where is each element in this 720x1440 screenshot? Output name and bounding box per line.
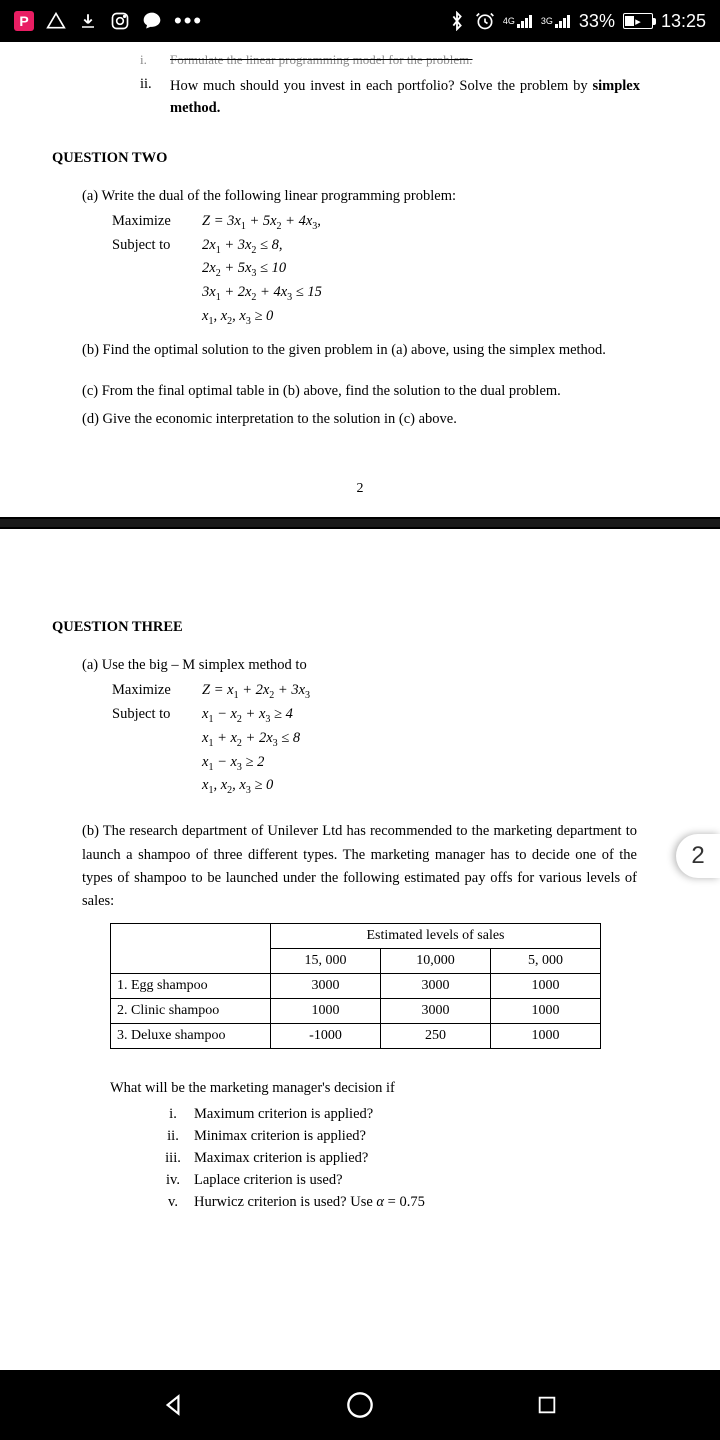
signal-4g: 4G (503, 14, 533, 28)
item-ii: ii. How much should you invest in each p… (140, 76, 668, 120)
warning-icon (46, 11, 66, 31)
back-button[interactable] (158, 1390, 188, 1420)
chat-icon (142, 11, 162, 31)
page-number: 2 (52, 481, 668, 497)
q2-math: MaximizeZ = 3x1 + 5x2 + 4x3, Subject to2… (112, 213, 668, 327)
payoff-table: Estimated levels of sales 15, 00010,0005… (110, 923, 601, 1049)
page-indicator-badge[interactable]: 2 (676, 834, 720, 878)
recent-button[interactable] (532, 1390, 562, 1420)
app-icon-p: P (14, 11, 34, 31)
criteria-list: i.Maximum criterion is applied? ii.Minim… (152, 1106, 668, 1211)
q2-c: (c) From the final optimal table in (b) … (82, 380, 668, 403)
q3-a: (a) Use the big – M simplex method to (82, 654, 668, 677)
battery-icon: ▸ (623, 13, 653, 29)
status-right: 4G 3G 33% ▸ 13:25 (447, 11, 706, 32)
battery-percent: 33% (579, 11, 615, 32)
download-icon (78, 11, 98, 31)
clock: 13:25 (661, 11, 706, 32)
signal-3g: 3G (541, 14, 571, 28)
q2-a: (a) Write the dual of the following line… (82, 185, 668, 208)
cutoff-item-i: i.Formulate the linear programming model… (140, 52, 668, 68)
instagram-icon (110, 11, 130, 31)
q2-d: (d) Give the economic interpretation to … (82, 408, 668, 431)
page-break (0, 517, 720, 529)
more-icon: ••• (174, 8, 203, 34)
q3-heading: QUESTION THREE (52, 619, 668, 636)
q2-heading: QUESTION TWO (52, 150, 668, 167)
status-left: P ••• (14, 8, 203, 34)
q3-b: (b) The research department of Unilever … (82, 820, 637, 913)
document-view[interactable]: i.Formulate the linear programming model… (0, 42, 720, 1370)
q2-b: (b) Find the optimal solution to the giv… (82, 339, 668, 362)
alarm-icon (475, 11, 495, 31)
q3-math: MaximizeZ = x1 + 2x2 + 3x3 Subject tox1 … (112, 682, 668, 796)
home-button[interactable] (345, 1390, 375, 1420)
nav-bar (0, 1370, 720, 1440)
bluetooth-icon (447, 11, 467, 31)
status-bar: P ••• 4G 3G 33% ▸ (0, 0, 720, 42)
q3-decision: What will be the marketing manager's dec… (110, 1077, 668, 1100)
